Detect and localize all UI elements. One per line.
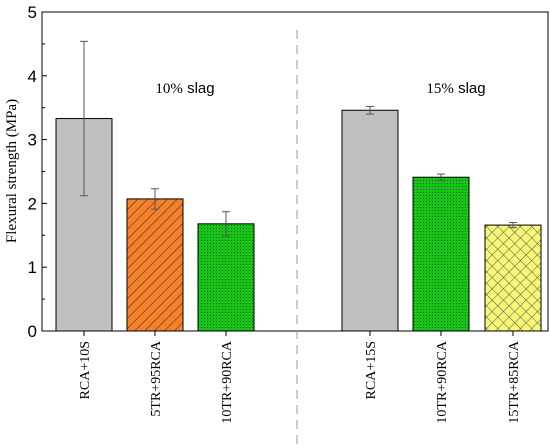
y-tick-label-3: 3 xyxy=(28,131,37,150)
bar-5 xyxy=(412,176,470,332)
error-bar-3 xyxy=(222,211,230,237)
group-label-15: 15% slag xyxy=(426,80,485,97)
error-bar-6 xyxy=(509,222,517,229)
x-tick-label-2: 5TR+95RCA xyxy=(149,340,164,416)
y-tick-label-2: 2 xyxy=(28,194,37,213)
error-bar-5 xyxy=(437,173,445,181)
bar-4 xyxy=(341,109,399,332)
group-label-10: 10% slag xyxy=(155,80,214,97)
x-tick-label-3: 10TR+90RCA xyxy=(220,340,235,423)
y-tick-label-4: 4 xyxy=(28,67,37,86)
x-tick-label-5: 10TR+90RCA xyxy=(435,340,450,423)
x-tick-label-4: RCA+15S xyxy=(364,341,379,399)
plot-frame xyxy=(41,11,549,332)
bar-6 xyxy=(484,224,542,332)
bar-3 xyxy=(197,223,255,332)
x-tick-label-1: RCA+10S xyxy=(78,341,93,399)
y-tick-label-5: 5 xyxy=(28,3,37,22)
error-bar-2 xyxy=(151,188,159,210)
x-tick-label-6: 15TR+85RCA xyxy=(507,340,522,423)
y-axis-label: Flexural strength (MPa) xyxy=(4,99,20,243)
error-bar-1 xyxy=(80,40,88,197)
y-tick-label-1: 1 xyxy=(28,258,37,277)
y-tick-label-0: 0 xyxy=(28,322,37,341)
bar-2 xyxy=(126,198,184,332)
error-bar-4 xyxy=(366,105,374,115)
